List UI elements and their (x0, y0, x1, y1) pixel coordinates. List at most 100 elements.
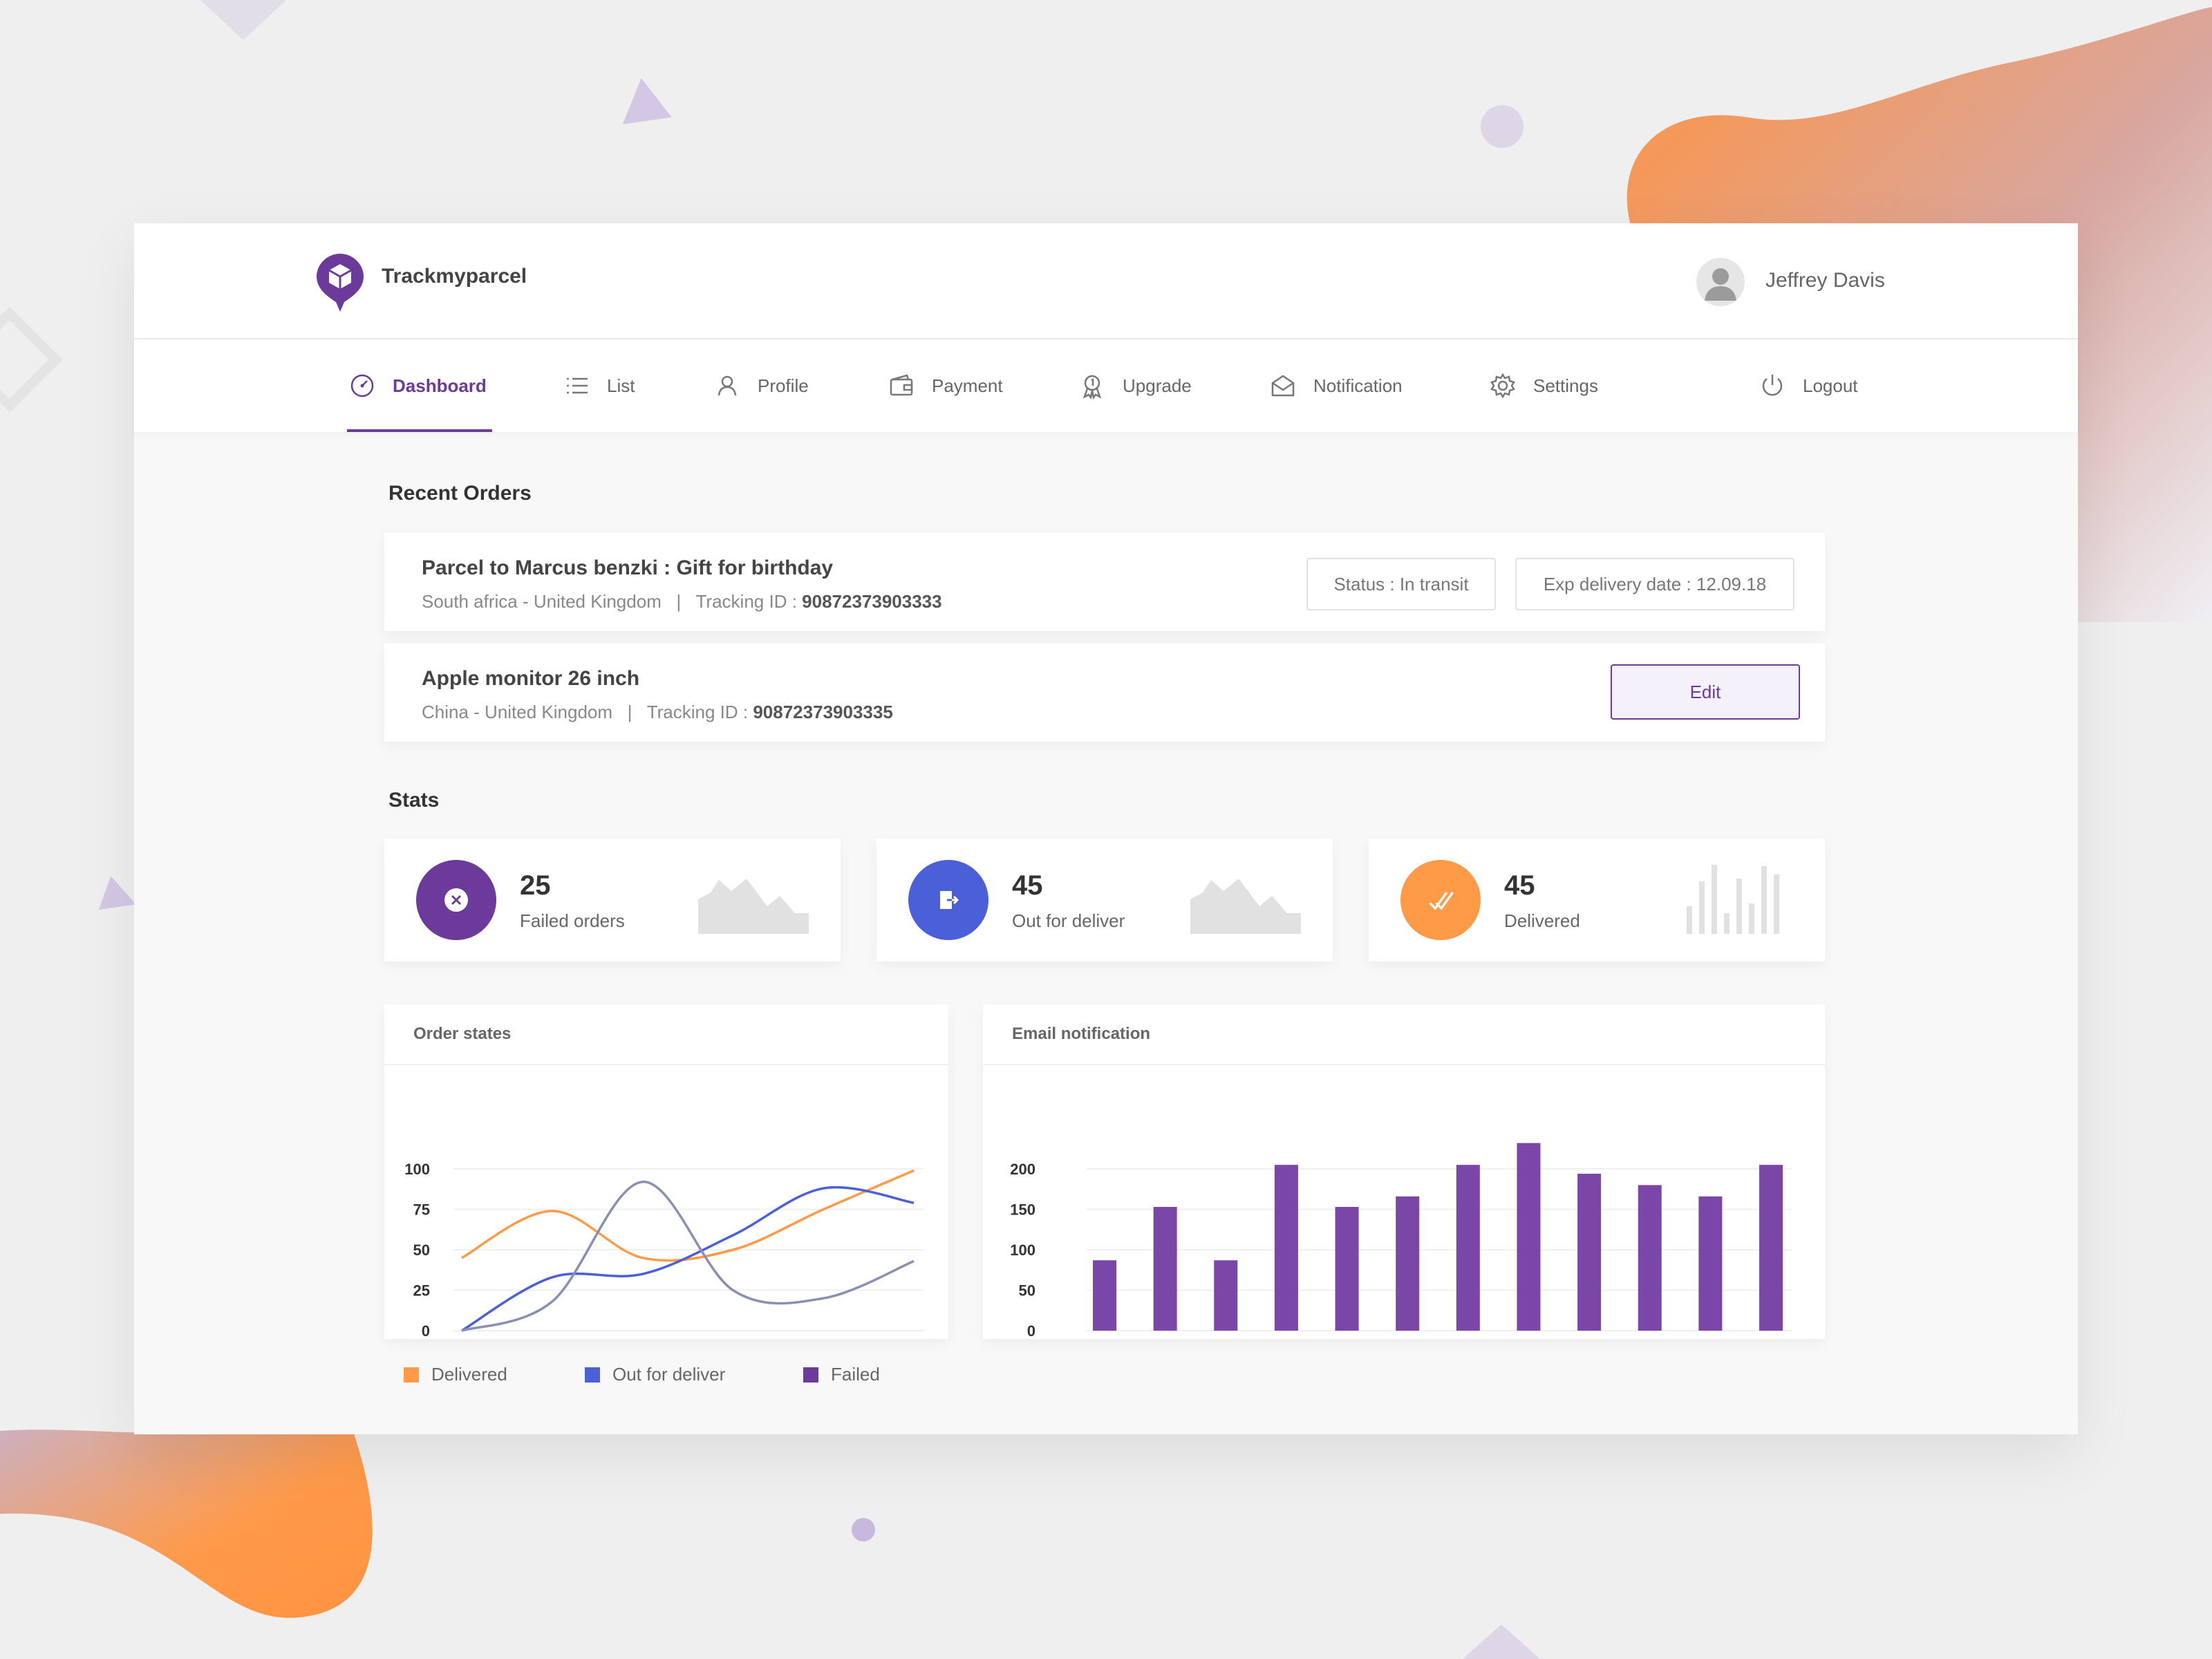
status-badge: Status : In transit (1306, 558, 1496, 610)
order-states-panel: Order states 0255075100JanFebMarAprMayJu… (384, 1004, 948, 1339)
order-route: South africa - United Kingdom (422, 591, 662, 612)
stat-label: Failed orders (520, 910, 625, 931)
legend-item-delivered: Delivered (404, 1364, 507, 1385)
x-circle-icon (416, 860, 496, 940)
edit-button[interactable]: Edit (1611, 664, 1800, 720)
bar (1396, 1196, 1420, 1331)
gear-icon (1490, 373, 1515, 399)
divider (983, 1064, 1825, 1065)
user-name[interactable]: Jeffrey Davis (1765, 269, 1885, 292)
y-tick-label: 0 (422, 1322, 430, 1339)
avatar[interactable] (1696, 258, 1745, 306)
y-tick-label: 0 (1027, 1322, 1035, 1339)
list-icon (567, 377, 588, 394)
y-tick-label: 200 (1010, 1161, 1035, 1178)
decorative-triangle (622, 78, 682, 140)
order-title: Parcel to Marcus benzki : Gift for birth… (422, 556, 834, 579)
bar (1638, 1185, 1662, 1331)
series-line (461, 1185, 915, 1332)
background-blob (0, 1410, 373, 1618)
y-tick-label: 150 (1010, 1201, 1035, 1219)
bar (1577, 1174, 1602, 1331)
stat-value: 45 (1504, 870, 1535, 901)
y-tick-label: 50 (1019, 1282, 1035, 1300)
tab-profile[interactable]: Profile (713, 339, 809, 432)
stat-label: Delivered (1504, 910, 1580, 931)
tab-payment[interactable]: Payment (888, 339, 1003, 432)
recent-orders-title: Recent Orders (388, 482, 532, 505)
tab-list[interactable]: List (563, 339, 635, 432)
tracking-label: Tracking ID : (646, 702, 749, 722)
bar (1335, 1206, 1359, 1331)
active-tab-indicator (347, 429, 492, 432)
bar (1214, 1260, 1238, 1331)
panel-title: Order states (413, 1024, 512, 1043)
decorative-triangle (1463, 1624, 1540, 1659)
separator: | (666, 591, 691, 612)
bar (1517, 1143, 1541, 1331)
order-route: China - United Kingdom (422, 702, 613, 722)
envelope-icon (1271, 375, 1295, 397)
legend-label: Out for deliver (612, 1364, 726, 1385)
header: Trackmyparcel Jeffrey Davis (134, 223, 2078, 339)
speedometer-icon (350, 374, 374, 397)
tab-label: Payment (932, 375, 1003, 396)
bar (1093, 1260, 1116, 1331)
order-card[interactable]: Parcel to Marcus benzki : Gift for birth… (384, 533, 1825, 631)
tab-dashboard[interactable]: Dashboard (348, 339, 487, 432)
logout-button[interactable]: Logout (1759, 339, 1858, 432)
decorative-circle (852, 1518, 875, 1541)
bar (1698, 1196, 1723, 1331)
decorative-triangle (200, 0, 286, 40)
legend-label: Delivered (431, 1364, 507, 1385)
bar (1274, 1165, 1298, 1331)
order-details: South africa - United Kingdom | Tracking… (422, 591, 942, 612)
bar (1759, 1165, 1783, 1331)
y-tick-label: 75 (413, 1201, 430, 1219)
tracking-id: 90872373903333 (802, 591, 942, 612)
area-sparkline-icon (698, 879, 809, 934)
tab-label: Notification (1313, 375, 1403, 396)
tab-settings[interactable]: Settings (1489, 339, 1598, 432)
email-notification-panel: Email notification 050100150200JanFebMar… (983, 1004, 1825, 1339)
stat-value: 25 (520, 870, 551, 901)
email-notification-bar-chart: 050100150200JanFebMarAprilMayJunJulAugSe… (1010, 1143, 1792, 1339)
y-tick-label: 100 (404, 1161, 430, 1178)
legend-label: Failed (831, 1364, 880, 1385)
order-card[interactable]: Apple monitor 26 inch China - United Kin… (384, 644, 1825, 742)
tracking-id: 90872373903335 (753, 702, 893, 722)
stat-card-delivered: 45 Delivered (1369, 838, 1825, 962)
tab-upgrade[interactable]: Upgrade (1078, 339, 1192, 432)
order-title: Apple monitor 26 inch (422, 667, 640, 690)
legend-item-out-for-deliver: Out for deliver (585, 1364, 725, 1385)
y-tick-label: 25 (413, 1282, 430, 1300)
stat-card-failed: 25 Failed orders (384, 838, 841, 962)
legend-swatch (404, 1367, 419, 1382)
delivery-date-badge: Exp delivery date : 12.09.18 (1515, 558, 1794, 610)
tab-label: Dashboard (393, 375, 487, 396)
legend-item-failed: Failed (803, 1364, 880, 1385)
decorative-diamond (0, 306, 63, 413)
tab-notification[interactable]: Notification (1269, 339, 1403, 432)
tab-label: Upgrade (1123, 375, 1192, 396)
dashboard-window: Trackmyparcel Jeffrey Davis Dashboard Li… (134, 223, 2078, 1434)
series-line (461, 1180, 915, 1332)
stats-title: Stats (388, 789, 440, 812)
panel-title: Email notification (1012, 1024, 1151, 1043)
bar (1153, 1206, 1177, 1331)
exit-icon (908, 860, 988, 940)
tab-label: Settings (1533, 375, 1598, 396)
badge-icon (1082, 375, 1102, 400)
tab-label: Profile (758, 375, 809, 396)
bar (1456, 1165, 1480, 1331)
legend-swatch (803, 1367, 818, 1382)
stat-card-out-for-deliver: 45 Out for deliver (877, 838, 1333, 962)
separator: | (617, 702, 642, 722)
wallet-icon (890, 374, 913, 396)
order-states-line-chart: 0255075100JanFebMarAprMayJun (404, 1161, 924, 1339)
divider (384, 1064, 948, 1065)
user-icon (718, 375, 737, 396)
brand-name: Trackmyparcel (382, 265, 527, 288)
legend-swatch (585, 1367, 600, 1382)
tracking-label: Tracking ID : (695, 591, 797, 612)
